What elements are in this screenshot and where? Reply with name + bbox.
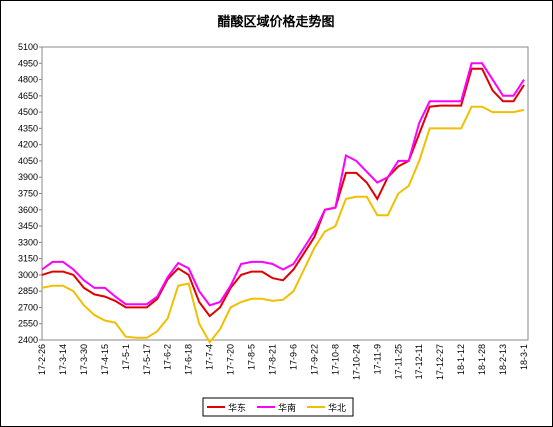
legend-box [202,397,354,417]
y-tick-label: 4500 [18,107,38,117]
x-tick-label: 17-11-9 [372,344,382,374]
y-tick-label: 4050 [18,156,38,166]
x-tick-label: 17-12-27 [435,344,445,380]
y-tick-label: 4800 [18,75,38,85]
x-tick-label: 18-2-13 [498,344,508,375]
y-tick-label: 5100 [18,42,38,52]
x-tick-label: 17-4-15 [100,344,110,375]
x-tick-label: 17-7-4 [205,344,215,370]
y-tick-label: 3150 [18,254,38,264]
x-tick-label: 17-8-21 [268,344,278,375]
y-tick-label: 3450 [18,221,38,231]
x-tick-label: 17-10-8 [330,344,340,375]
chart-title: 醋酸区域价格走势图 [217,14,334,29]
y-tick-label: 3750 [18,189,38,199]
x-tick-label: 17-2-26 [37,344,47,375]
y-tick-label: 3000 [18,270,38,280]
y-tick-label: 2400 [18,335,38,345]
x-tick-label: 18-1-12 [456,344,466,375]
y-tick-label: 3300 [18,237,38,247]
y-tick-label: 3600 [18,205,38,215]
legend-label: 华东 [228,402,246,413]
legend-label: 华南 [278,402,296,413]
x-tick-label: 17-9-6 [288,344,298,370]
y-tick-label: 2850 [18,286,38,296]
y-tick-label: 4950 [18,58,38,68]
x-tick-label: 18-1-28 [477,344,487,375]
legend-label: 华北 [328,402,346,413]
x-tick-label: 17-5-1 [121,344,131,370]
x-tick-label: 17-9-22 [309,344,319,375]
x-tick-label: 17-7-20 [226,344,236,375]
y-tick-label: 4350 [18,123,38,133]
series-line [41,62,525,307]
y-tick-label: 2550 [18,319,38,329]
y-tick-label: 3900 [18,172,38,182]
x-tick-label: 17-3-14 [58,344,68,375]
x-tick-label: 17-6-2 [163,344,173,370]
x-tick-label: 17-5-17 [142,344,152,375]
y-tick-label: 2700 [18,302,38,312]
plot-area [41,46,529,341]
x-tick-label: 18-3-1 [519,344,529,370]
y-tick-label: 4650 [18,91,38,101]
x-tick-label: 17-6-18 [184,344,194,375]
series-line [41,67,525,318]
x-tick-label: 17-10-24 [351,344,361,380]
x-tick-label: 17-8-5 [247,344,257,370]
series-line [41,105,525,344]
y-tick-label: 4200 [18,140,38,150]
x-tick-label: 17-11-25 [393,344,403,379]
x-tick-label: 17-3-30 [79,344,89,375]
x-tick-label: 17-12-11 [414,344,424,379]
